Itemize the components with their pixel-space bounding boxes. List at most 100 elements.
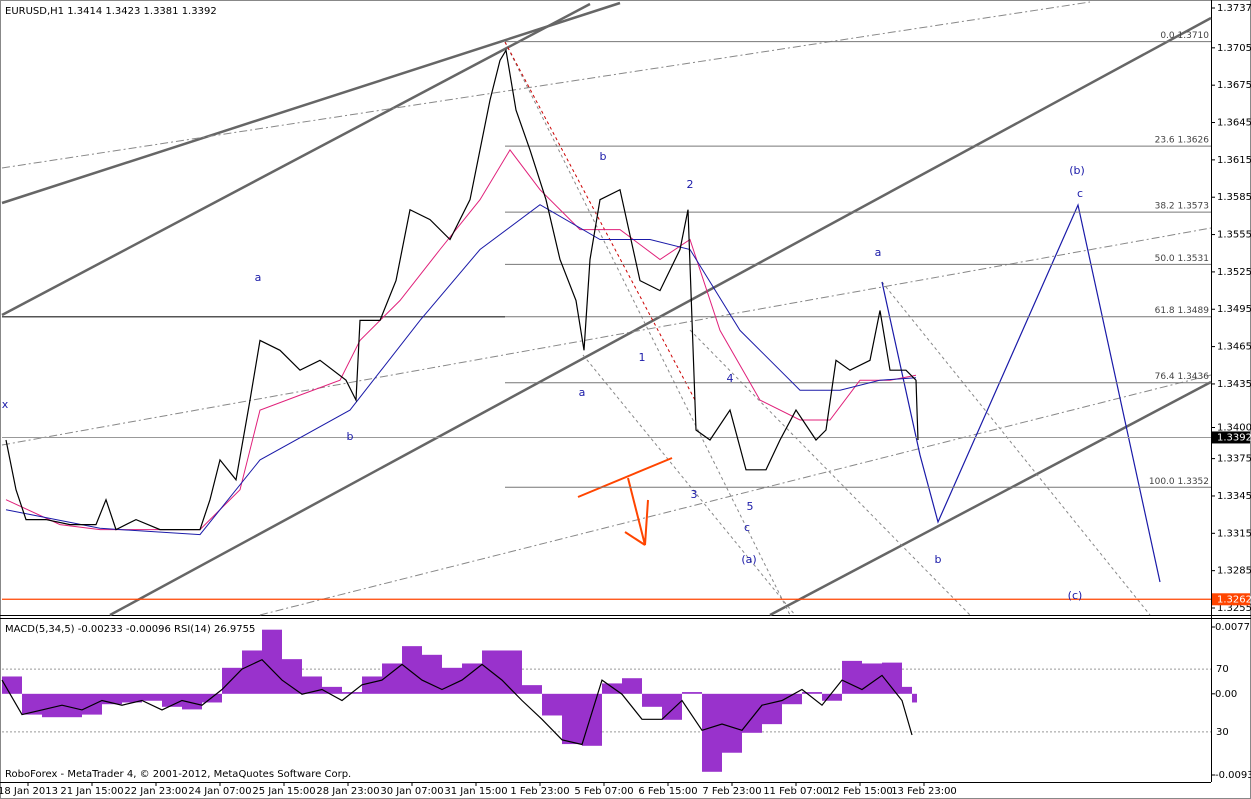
macd-bar [542,693,562,716]
wave-label: 2 [687,178,694,191]
moving-average [5,149,917,531]
dashed-line [881,281,1151,616]
trend-line [1,2,591,317]
trend-line [1,1,621,205]
y2-tick-label: 70 [1216,664,1229,675]
wave-label: a [255,271,262,284]
macd-bar [62,693,82,718]
fib-label: 23.6 1.3626 [1155,136,1210,146]
macd-bar [702,693,722,772]
x-tick-label: 12 Feb 15:00 [827,786,893,797]
footer-text: RoboForex - MetaTrader 4, © 2001-2012, M… [5,769,351,780]
orange-arrow-head [624,531,646,546]
wave-label: 3 [691,488,698,501]
y-tick-label: 1.3737 [1217,3,1251,14]
macd-bar [402,646,422,694]
price-marker-label: 1.3392 [1217,432,1251,443]
y-tick-label: 1.3675 [1217,80,1251,91]
macd-bar [322,686,342,694]
price-line [5,48,919,531]
macd-bar [642,693,662,707]
macd-bar [502,650,522,694]
orange-arrow [577,457,673,546]
macd-bar [82,693,102,715]
support-label: 1.3262 [1217,594,1251,605]
channel-line [1,227,1212,446]
macd-bar [782,693,802,705]
y-tick-label: 1.3525 [1217,267,1251,278]
fib-label: 50.0 1.3531 [1155,254,1209,264]
y-tick-label: 1.3435 [1217,379,1251,390]
macd-bar [242,650,262,694]
macd-bar [682,692,702,694]
macd-bar [622,678,642,694]
y-tick-label: 0.00 [1215,689,1237,700]
channel-line [1,1,1091,169]
macd-bar [902,686,912,694]
macd-bar [662,693,682,720]
macd-bar [862,663,882,694]
y-tick-label: 1.3465 [1217,342,1251,353]
macd-bar [122,693,142,703]
indicator-title: MACD(5,34,5) -0.00233 -0.00096 RSI(14) 2… [5,624,255,635]
macd-bar [762,693,782,725]
macd-bar [182,693,202,710]
macd-bar [162,693,182,707]
rsi-line [1,658,913,746]
wave-label: a [579,386,586,399]
wave-label: c [1077,187,1083,200]
support-label-bg [1212,593,1250,606]
x-tick-label: 11 Feb 07:00 [763,786,829,797]
price-marker-bg [1212,431,1250,444]
macd-bar [382,663,402,694]
y-tick-label: 1.3645 [1217,118,1251,129]
macd-bar [522,685,542,694]
y-tick-label: 1.3705 [1217,43,1251,54]
macd-bar [802,692,822,694]
moving-average [5,204,917,536]
projection-path [881,203,1161,583]
x-tick-label: 31 Jan 15:00 [444,786,507,797]
y-tick-label: 1.3345 [1217,491,1251,502]
wave-label: 5 [747,500,754,513]
fib-label: 76.4 1.3436 [1155,372,1210,382]
y-tick-label: 1.3615 [1217,155,1251,166]
x-tick-label: 25 Jan 15:00 [252,786,315,797]
x-tick-label: 5 Feb 07:00 [574,786,633,797]
macd-bar [102,693,122,705]
dashed-lines [504,41,1151,616]
macd-bar [302,676,322,694]
wave-label: c [744,521,750,534]
wave-label: b [600,150,607,163]
macd-bar [22,693,42,715]
x-tick-label: 6 Feb 15:00 [638,786,697,797]
y2-tick-label: 30 [1216,727,1229,738]
macd-bar [142,693,162,701]
x-tick-label: 22 Jan 23:00 [124,786,187,797]
x-tick-label: 21 Jan 15:00 [60,786,123,797]
wave-label: (b) [1069,164,1085,177]
wave-label: a [875,246,882,259]
wave-label: b [347,430,354,443]
trend-line [769,380,1212,617]
y-tick-label: 1.3495 [1217,304,1251,315]
orange-line [577,457,673,498]
macd-bar [442,667,462,694]
macd-bar [722,693,742,753]
macd-bar [842,660,862,694]
wave-label: 4 [727,372,734,385]
fib-label: 100.0 1.3352 [1149,477,1209,487]
y-tick-label: 1.3285 [1217,566,1251,577]
wave-label: (a) [741,553,756,566]
macd-bar [42,693,62,718]
y-tick-label: 1.3585 [1217,192,1251,203]
dashed-line [504,41,791,616]
wave-label: x [2,398,9,411]
x-tick-label: 7 Feb 23:00 [702,786,761,797]
chart-title: EURUSD,H1 1.3414 1.3423 1.3381 1.3392 [5,6,217,17]
y-tick-label: 0.00771 [1215,622,1251,633]
dashed-line [689,329,971,616]
macd-bar [202,693,222,703]
red-dotted-line [504,41,696,401]
